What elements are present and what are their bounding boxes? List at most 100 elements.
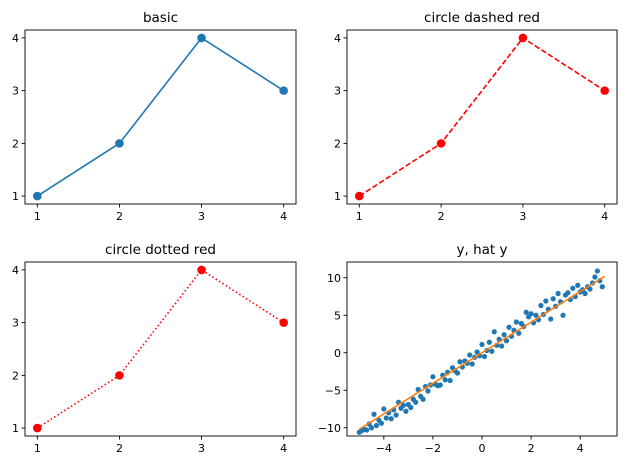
- x-tick-label: 2: [438, 210, 445, 223]
- scatter-point: [364, 427, 370, 433]
- scatter-point: [543, 298, 549, 304]
- y-tick-label: 1: [12, 190, 19, 203]
- x-tick-label: 2: [116, 442, 123, 455]
- data-point-marker: [600, 86, 610, 95]
- scatter-point: [420, 396, 426, 402]
- scatter-point: [501, 332, 507, 338]
- data-point-marker: [33, 191, 42, 201]
- axes-frame: [346, 261, 618, 437]
- subplot-circle-dotted-red: circle dotted red 1 2 3 4 1 2 3 4: [12, 242, 297, 455]
- series-line: [36, 269, 285, 429]
- series-line: [358, 275, 606, 430]
- y-tick-label: 1: [12, 422, 19, 435]
- scatter-point: [503, 338, 510, 344]
- x-tick-label: 3: [198, 442, 205, 455]
- x-tick-label: 4: [577, 442, 584, 455]
- scatter-point: [430, 374, 436, 380]
- data-point-marker: [436, 139, 446, 148]
- scatter-point: [469, 361, 475, 367]
- scatter-point: [378, 420, 384, 426]
- scatter-point: [560, 312, 566, 318]
- scatter-point: [516, 330, 522, 336]
- axes-frame: [24, 29, 297, 205]
- x-tick-label: 1: [34, 442, 41, 455]
- scatter-point: [393, 412, 399, 418]
- scatter-point: [533, 312, 539, 318]
- scatter-point: [599, 284, 605, 290]
- scatter-point: [368, 425, 375, 431]
- scatter-point: [447, 377, 453, 384]
- data-point-marker: [33, 423, 42, 433]
- scatter-point: [413, 399, 419, 405]
- y-tick-label: 10: [327, 272, 341, 285]
- scatter-point: [550, 296, 556, 302]
- x-tick-label: 3: [519, 210, 526, 223]
- scatter-point: [555, 290, 561, 297]
- x-tick-label: 3: [198, 210, 205, 223]
- scatter-point: [587, 286, 593, 292]
- data-point-marker: [197, 265, 206, 275]
- scatter-point: [454, 370, 461, 376]
- subplot-title: basic: [143, 10, 178, 26]
- scatter-point: [467, 352, 473, 358]
- scatter-point: [523, 309, 529, 315]
- data-point-marker: [354, 191, 364, 201]
- data-point-marker: [279, 318, 288, 327]
- subplot-circle-dashed-red: circle dashed red 1 2 3 4 1 2 3 4: [334, 10, 618, 223]
- scatter-point: [457, 359, 463, 365]
- x-tick-label: −2: [425, 442, 441, 455]
- y-tick-label: −5: [325, 384, 341, 397]
- scatter-point: [565, 290, 571, 296]
- x-tick-label: 2: [528, 442, 535, 455]
- subplot-title: circle dashed red: [424, 10, 540, 26]
- scatter-point: [474, 349, 480, 355]
- scatter-point: [481, 353, 488, 360]
- y-tick-label: 3: [12, 85, 19, 98]
- scatter-point: [592, 274, 598, 280]
- scatter-point: [538, 302, 544, 309]
- series-line: [36, 37, 285, 197]
- scatter-point: [403, 408, 409, 414]
- x-tick-label: 4: [280, 210, 287, 223]
- scatter-point: [491, 329, 497, 335]
- x-tick-label: 1: [356, 210, 363, 223]
- scatter-point: [594, 268, 600, 274]
- scatter-point: [506, 324, 512, 330]
- scatter-point: [528, 311, 534, 317]
- y-tick-label: 2: [334, 137, 341, 150]
- scatter-point: [489, 348, 495, 354]
- scatter-point: [479, 341, 485, 348]
- y-tick-label: −10: [318, 422, 341, 435]
- scatter-point: [442, 377, 448, 383]
- subplot-y-hat-y: y, hat y −4 −2 0 2 4 −10 −5 0 5 10: [318, 242, 618, 455]
- scatter-point: [408, 404, 414, 411]
- scatter-point: [388, 416, 394, 422]
- scatter-point: [582, 290, 588, 297]
- scatter-point: [437, 382, 443, 388]
- data-point-marker: [518, 33, 528, 43]
- scatter-point: [425, 388, 431, 394]
- y-tick-label: 0: [334, 347, 341, 360]
- axes-frame: [24, 261, 297, 437]
- scatter-point: [400, 402, 407, 408]
- scatter-point: [373, 422, 380, 429]
- subplot-title: y, hat y: [457, 242, 508, 258]
- scatter-point: [570, 285, 576, 291]
- x-tick-label: 4: [280, 442, 287, 455]
- y-tick-label: 3: [12, 317, 19, 330]
- subplot-title: circle dotted red: [105, 242, 216, 258]
- scatter-point: [383, 415, 389, 421]
- scatter-point: [513, 319, 519, 325]
- y-tick-label: 4: [334, 32, 341, 45]
- x-tick-label: −4: [376, 442, 392, 455]
- subplot-basic: basic 1 2 3 4 1 2 3 4: [12, 10, 297, 223]
- x-tick-label: 2: [116, 210, 123, 223]
- data-point-marker: [279, 86, 288, 95]
- scatter-point: [548, 316, 554, 322]
- scatter-point: [499, 343, 505, 349]
- y-tick-label: 2: [12, 137, 19, 150]
- scatter-point: [575, 282, 581, 288]
- y-tick-label: 3: [334, 85, 341, 98]
- data-point-marker: [197, 33, 206, 43]
